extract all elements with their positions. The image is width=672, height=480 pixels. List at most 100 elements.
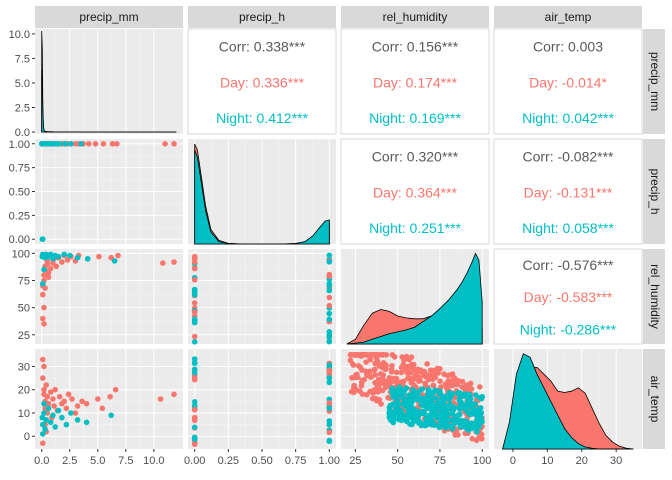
- point-night: [59, 414, 65, 421]
- point-day: [401, 357, 407, 364]
- corr-group: Day: -0.014*: [529, 74, 607, 90]
- point-day: [96, 253, 102, 260]
- corr-panel-bg: [493, 28, 643, 135]
- point-day: [364, 391, 370, 398]
- point-day: [374, 381, 380, 388]
- point-day: [40, 375, 46, 381]
- corr-group: Day: 0.174***: [373, 74, 458, 90]
- point-day: [53, 263, 60, 270]
- point-day: [74, 403, 81, 409]
- point-night: [326, 400, 333, 406]
- density-night: [502, 353, 634, 450]
- point-day: [171, 141, 177, 147]
- point-night: [111, 258, 118, 264]
- strip-right-bg: [643, 29, 665, 134]
- point-day: [415, 378, 422, 384]
- point-day: [410, 365, 417, 372]
- point-night: [447, 401, 453, 408]
- point-night: [430, 389, 437, 396]
- point-day: [379, 379, 386, 386]
- corr-total: Corr: 0.320***: [372, 149, 459, 165]
- point-night: [475, 420, 482, 426]
- point-night: [41, 400, 47, 407]
- corr-group: Night: 0.058***: [522, 220, 614, 236]
- y-tick-label: 10.0: [9, 29, 30, 41]
- point-night: [394, 397, 401, 403]
- point-day: [398, 369, 405, 376]
- strip-label-right: air_temp: [648, 376, 662, 423]
- corr-group: Night: 0.042***: [522, 110, 614, 126]
- point-day: [61, 398, 67, 405]
- point-night: [469, 403, 476, 410]
- point-day: [326, 258, 333, 265]
- point-night: [40, 431, 46, 437]
- point-day: [41, 272, 47, 278]
- point-night: [401, 388, 407, 394]
- density-night: [194, 149, 330, 245]
- strip-label-right: rel_humidity: [648, 264, 662, 329]
- point-day: [377, 371, 384, 377]
- point-day: [380, 352, 387, 358]
- panel-text: precip_mm precip_h rel_humidity air_temppre…: [9, 10, 662, 467]
- point-night: [386, 409, 393, 416]
- point-day: [40, 356, 46, 363]
- point-night: [453, 419, 459, 426]
- point-day: [367, 356, 374, 363]
- point-day: [326, 273, 333, 279]
- y-tick-label: 0.0: [15, 127, 30, 139]
- point-day: [45, 400, 52, 407]
- point-day: [347, 352, 354, 358]
- point-night: [406, 413, 413, 419]
- point-day: [86, 141, 92, 147]
- point-day: [92, 141, 99, 147]
- point-day: [45, 270, 52, 276]
- strip-label-top: precip_h: [239, 10, 285, 24]
- point-night: [191, 399, 198, 405]
- corr-total: Corr: 0.003: [533, 39, 603, 55]
- point-night: [426, 415, 432, 421]
- point-day: [171, 259, 177, 265]
- point-night: [467, 411, 473, 418]
- point-night: [50, 412, 56, 419]
- y-tick-label: 0.25: [9, 210, 30, 222]
- point-day: [41, 386, 47, 393]
- point-day: [376, 397, 383, 403]
- point-night: [452, 413, 458, 420]
- point-night: [42, 426, 48, 433]
- y-tick-label: 25: [18, 330, 30, 342]
- point-day: [397, 379, 404, 386]
- point-day: [50, 396, 56, 402]
- point-night: [62, 141, 69, 147]
- point-night: [424, 395, 430, 402]
- point-night: [457, 423, 464, 430]
- corr-total: Corr: 0.156***: [372, 39, 459, 55]
- corr-total: Corr: -0.576***: [522, 257, 614, 273]
- y-tick-label: 30: [18, 361, 30, 373]
- point-night: [473, 392, 479, 398]
- point-night: [419, 386, 426, 392]
- point-day: [409, 377, 415, 384]
- y-tick-label: 100: [12, 248, 30, 260]
- y-tick-label: 10: [18, 408, 30, 420]
- corr-group: Night: 0.251***: [369, 220, 461, 236]
- corr-group: Night: 0.412***: [216, 110, 308, 126]
- point-day: [40, 291, 46, 298]
- x-tick-label: 0.0: [34, 455, 49, 467]
- point-night: [466, 424, 473, 430]
- point-night: [438, 423, 445, 429]
- point-day: [191, 339, 198, 345]
- point-night: [460, 393, 467, 400]
- point-night: [45, 405, 52, 412]
- point-night: [40, 236, 46, 242]
- point-night: [63, 421, 70, 428]
- point-night: [191, 265, 198, 272]
- panel-bg: [35, 29, 183, 134]
- point-night: [326, 310, 333, 317]
- point-day: [357, 364, 364, 371]
- point-night: [431, 412, 437, 419]
- corr-total: Corr: -0.082***: [522, 149, 614, 165]
- point-day: [42, 285, 48, 291]
- point-night: [428, 397, 435, 403]
- point-night: [67, 252, 73, 259]
